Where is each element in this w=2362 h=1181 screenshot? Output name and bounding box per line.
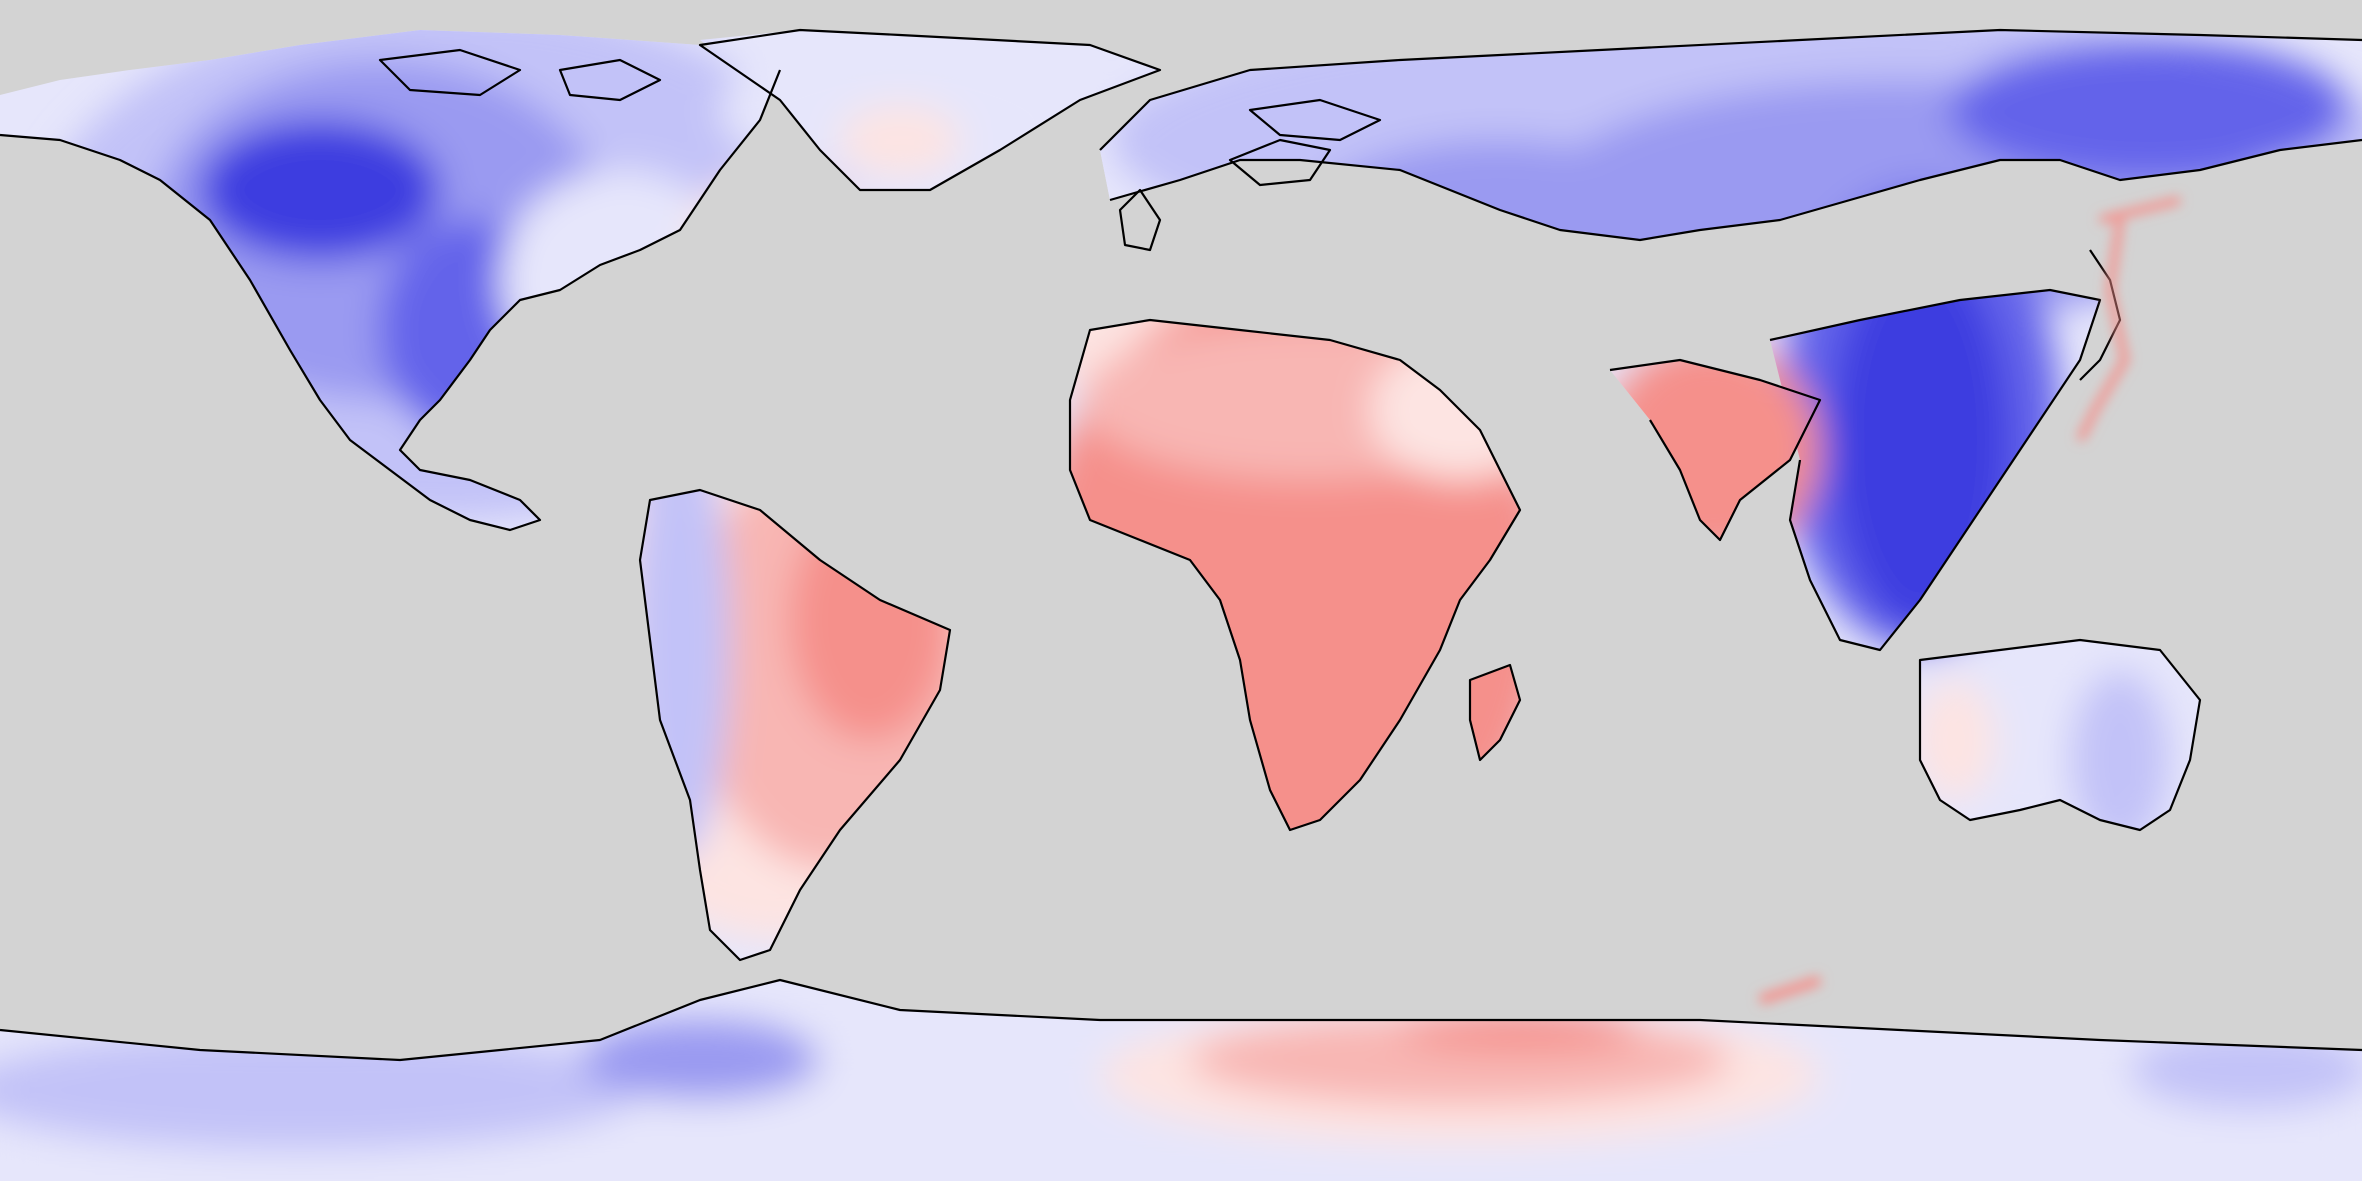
- coastlines: [0, 28, 2362, 1062]
- coastal-highlights: [1758, 196, 2181, 1005]
